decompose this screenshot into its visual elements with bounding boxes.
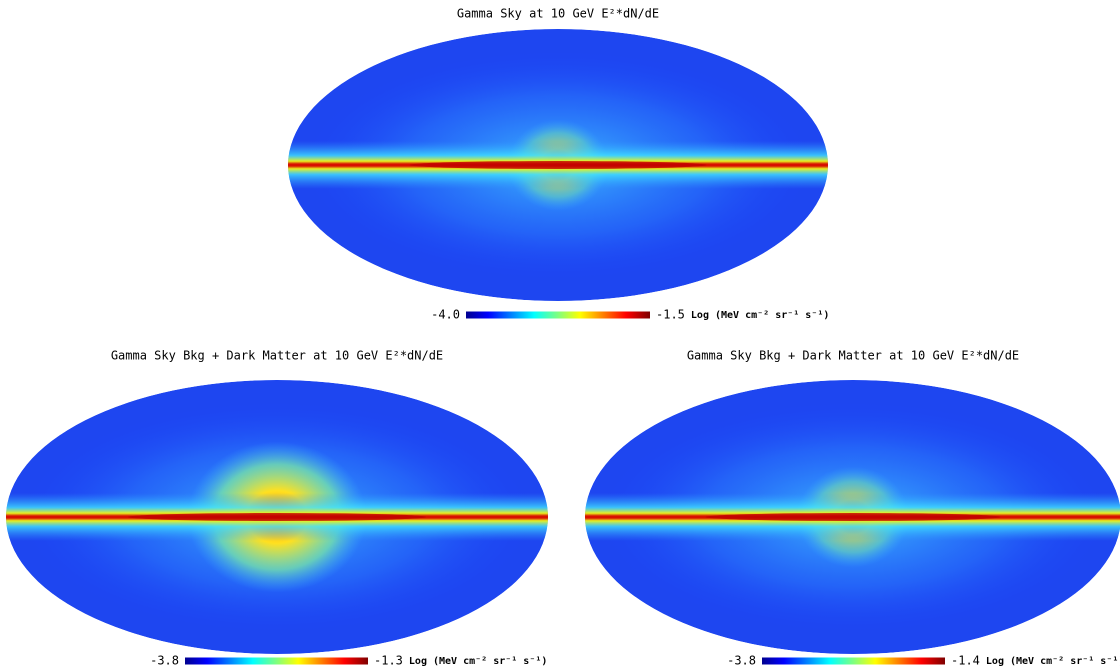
colorbar — [185, 657, 368, 665]
map-title: Gamma Sky at 10 GeV E²*dN/dE — [457, 7, 659, 21]
colorbar-min-label: -3.8 — [150, 654, 179, 668]
colorbar-unit: Log (MeV cm⁻² sr⁻¹ s⁻¹) — [409, 656, 547, 667]
sky-map — [288, 29, 828, 301]
colorbar-unit: Log (MeV cm⁻² sr⁻¹ s⁻¹) — [986, 656, 1120, 667]
map-title: Gamma Sky Bkg + Dark Matter at 10 GeV E²… — [111, 349, 443, 363]
colorbar-min-label: -3.8 — [727, 654, 756, 668]
galactic-core — [705, 513, 1001, 521]
map-title: Gamma Sky Bkg + Dark Matter at 10 GeV E²… — [687, 349, 1019, 363]
colorbar — [466, 311, 650, 319]
colorbar-max-label: -1.3 — [374, 654, 403, 668]
colorbar-unit: Log (MeV cm⁻² sr⁻¹ s⁻¹) — [691, 310, 829, 321]
galactic-core — [127, 513, 427, 521]
colorbar-max-label: -1.4 — [951, 654, 980, 668]
galactic-core — [409, 161, 707, 169]
colorbar-max-label: -1.5 — [656, 308, 685, 322]
sky-map — [585, 380, 1120, 654]
colorbar-min-label: -4.0 — [431, 308, 460, 322]
sky-map — [6, 380, 548, 654]
colorbar — [762, 657, 945, 665]
